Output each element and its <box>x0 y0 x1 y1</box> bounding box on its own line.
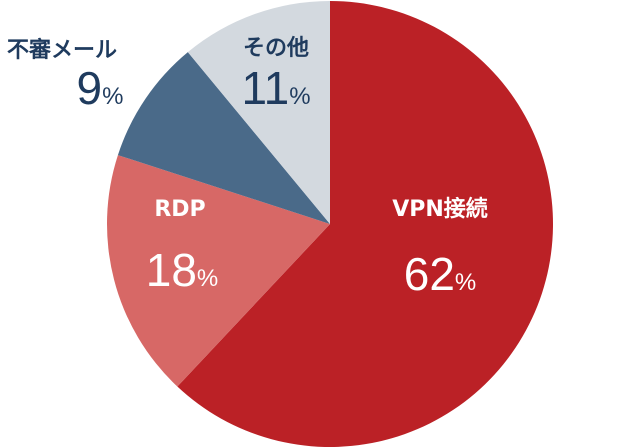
pie-slice <box>187 1 330 224</box>
slice-label: RDP <box>154 197 205 222</box>
value-unit: % <box>455 269 476 296</box>
slice-label: VPN接続 <box>392 196 488 222</box>
pie-slice <box>177 1 553 447</box>
value-label: 18% <box>146 244 219 296</box>
value-label: 62% <box>404 248 477 300</box>
value-unit: % <box>102 83 123 110</box>
value-number: 62 <box>404 248 455 300</box>
pie-slice <box>107 155 331 387</box>
slice-label: その他 <box>243 36 309 61</box>
slice-label: 不審メール <box>7 37 117 63</box>
pie-slice <box>117 52 330 224</box>
value-unit: % <box>289 83 310 110</box>
value-number: 9 <box>77 62 103 114</box>
value-unit: % <box>197 265 218 292</box>
value-label: 11% <box>241 62 310 114</box>
value-label: 9% <box>77 62 124 114</box>
value-number: 11 <box>241 62 289 114</box>
value-number: 18 <box>146 244 197 296</box>
